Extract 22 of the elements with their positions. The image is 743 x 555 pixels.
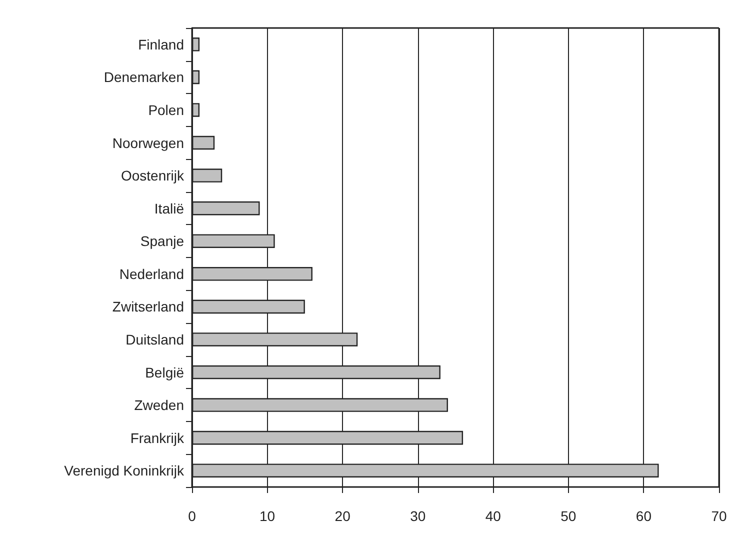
y-tick-label: Zwitserland [112,298,184,315]
y-tick-label: Polen [148,102,184,118]
y-tick-label: Zweden [134,397,184,414]
y-tick-label: Denemarken [104,69,184,86]
x-tick-label: 60 [636,508,652,524]
y-tick-label: Italië [154,200,184,216]
x-tick-label: 70 [711,508,727,524]
y-tick-label: Oostenrijk [120,168,185,184]
y-tick-label: Finland [138,36,184,52]
y-tick-label: Duitsland [126,331,184,348]
x-tick-label: 10 [259,508,276,524]
x-tick-label: 20 [334,508,351,524]
y-tick-label: Nederland [119,266,184,282]
y-tick-label: Spanje [140,233,184,250]
x-tick-label: 0 [188,508,196,524]
y-tick-label: Noorwegen [112,134,184,151]
y-tick-label: België [145,364,184,380]
y-tick-label: Verenigd Koninkrijk [64,462,185,479]
x-tick-label: 50 [560,508,576,524]
x-tick-label: 30 [410,508,426,524]
x-tick-label: 40 [485,508,502,524]
y-tick-label: Frankrijk [130,430,185,446]
